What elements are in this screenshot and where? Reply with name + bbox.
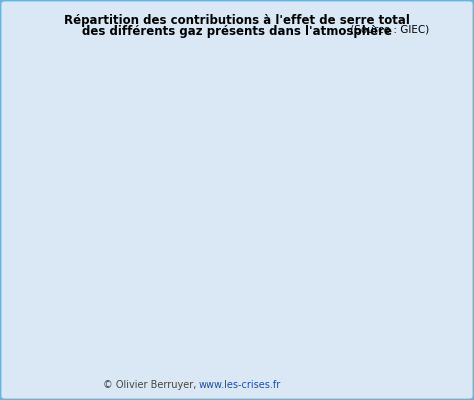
Text: © Olivier Berruyer,: © Olivier Berruyer, bbox=[102, 380, 199, 390]
Text: Vapeur d'eau H₂O
60 %: Vapeur d'eau H₂O 60 % bbox=[333, 248, 438, 276]
Text: des différents gaz présents dans l'atmosphère: des différents gaz présents dans l'atmos… bbox=[82, 25, 392, 38]
Wedge shape bbox=[185, 78, 237, 220]
Text: Ozone O₃
8 %: Ozone O₃ 8 % bbox=[85, 121, 141, 149]
Wedge shape bbox=[95, 130, 237, 335]
Text: (Source : GIEC): (Source : GIEC) bbox=[347, 25, 429, 35]
Text: Autres gaz
6 %: Autres gaz 6 % bbox=[210, 50, 273, 78]
Text: www.les-crises.fr: www.les-crises.fr bbox=[199, 380, 282, 390]
Text: Gaz Carbonique
CO₂
26 %: Gaz Carbonique CO₂ 26 % bbox=[40, 213, 135, 256]
Text: Répartition des contributions à l'effet de serre total: Répartition des contributions à l'effet … bbox=[64, 14, 410, 27]
Wedge shape bbox=[128, 88, 237, 220]
Wedge shape bbox=[154, 78, 379, 362]
